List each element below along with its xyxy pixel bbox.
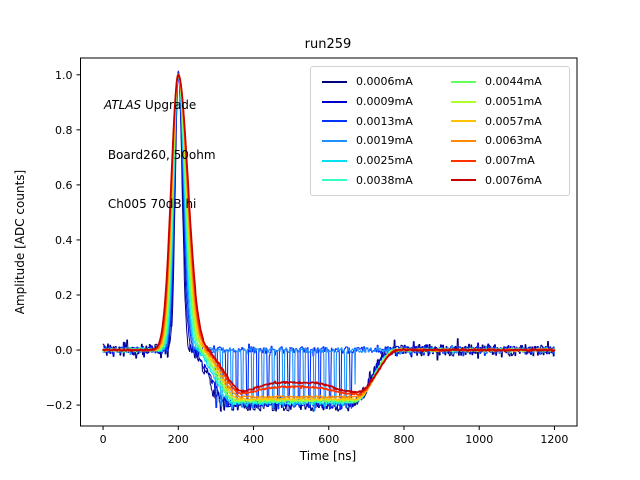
- legend-entry: 0.0063mA: [440, 131, 569, 151]
- legend-line-swatch: [451, 179, 476, 182]
- legend-line-swatch: [451, 139, 476, 142]
- legend-label: 0.0051mA: [485, 95, 542, 108]
- legend-label: 0.0009mA: [356, 95, 413, 108]
- legend-entry: 0.0019mA: [311, 131, 440, 151]
- legend-line-swatch: [451, 80, 476, 83]
- y-tick-label: 0.4: [55, 234, 73, 247]
- legend-entry: 0.0013mA: [311, 111, 440, 131]
- annotation-experiment: ATLAS: [104, 98, 142, 112]
- legend-entry: 0.007mA: [440, 151, 569, 171]
- annotation-upgrade: Upgrade: [141, 98, 197, 112]
- legend-entry: 0.0057mA: [440, 111, 569, 131]
- axes-spines: [80, 57, 578, 427]
- legend-label: 0.0025mA: [356, 154, 413, 168]
- y-tick-label: 0.8: [55, 124, 73, 137]
- legend-column: 0.0006mA 0.0009mA 0.0013mA 0.0019mA 0.0025mA…: [311, 72, 440, 190]
- x-tick-label: 600: [318, 433, 339, 446]
- y-tick-label: 0.0: [55, 344, 73, 357]
- legend-line-swatch: [322, 139, 347, 142]
- legend-label: 0.0076mA: [485, 173, 542, 187]
- legend-label: 0.007mA: [485, 154, 535, 168]
- legend-entry: 0.0009mA: [311, 92, 440, 112]
- y-tick-label: 0.2: [55, 289, 73, 302]
- legend-line-swatch: [322, 100, 347, 103]
- x-axis-label: Time [ns]: [299, 449, 357, 463]
- legend-line-swatch: [322, 159, 347, 162]
- legend-entry: 0.0006mA: [311, 72, 440, 92]
- legend-entry: 0.0025mA: [311, 151, 440, 171]
- legend-line-swatch: [451, 120, 476, 123]
- x-tick-label: 1000: [465, 433, 493, 446]
- y-tick-label: −0.2: [46, 399, 73, 412]
- chart-title: run259: [304, 37, 352, 52]
- legend-label: 0.0044mA: [485, 75, 542, 89]
- waveform-traces: [102, 70, 556, 412]
- legend-label: 0.0038mA: [356, 173, 413, 187]
- y-tick-label: 1.0: [55, 69, 73, 82]
- x-tick-label: 0: [100, 433, 107, 446]
- x-tick-label: 1200: [540, 433, 568, 446]
- x-tick-label: 800: [393, 433, 414, 446]
- legend-label: 0.0013mA: [356, 114, 413, 128]
- x-tick-label: 400: [243, 433, 264, 446]
- legend-line-swatch: [322, 120, 347, 123]
- legend-label: 0.0057mA: [485, 114, 542, 128]
- legend-entry: 0.0038mA: [311, 170, 440, 190]
- annotation-line-2: Board260, 50ohm: [104, 147, 216, 162]
- x-tick-label: 200: [168, 433, 189, 446]
- legend-column: 0.0044mA 0.0051mA 0.0057mA 0.0063mA 0.007mA 0…: [440, 72, 569, 190]
- legend-label: 0.0006mA: [356, 75, 413, 89]
- legend-line-swatch: [322, 80, 347, 83]
- legend-label: 0.0063mA: [485, 134, 542, 148]
- legend-box: 0.0006mA 0.0009mA 0.0013mA 0.0019mA 0.0025mA…: [310, 66, 570, 196]
- legend-line-swatch: [451, 159, 476, 162]
- trace-0.0076mA: [102, 73, 556, 394]
- y-axis-label: Amplitude [ADC counts]: [13, 169, 27, 315]
- plot-annotation: ATLAS Upgrade Board260, 50ohm Ch005 70dB…: [104, 64, 216, 246]
- annotation-line-1: ATLAS Upgrade: [104, 97, 216, 114]
- legend-line-swatch: [322, 179, 347, 182]
- axis-ticks: 0 200 400 600 800 1000 1200 −0.2 0.0 0.2 0.4 0.6 0.8…: [46, 69, 569, 446]
- legend-entry: 0.0044mA: [440, 72, 569, 92]
- annotation-line-3: Ch005 70dB hi: [104, 197, 197, 211]
- y-tick-label: 0.6: [55, 179, 73, 192]
- legend-entry: 0.0076mA: [440, 170, 569, 190]
- legend-entry: 0.0051mA: [440, 92, 569, 112]
- legend-label: 0.0019mA: [356, 134, 413, 148]
- legend-line-swatch: [451, 100, 476, 103]
